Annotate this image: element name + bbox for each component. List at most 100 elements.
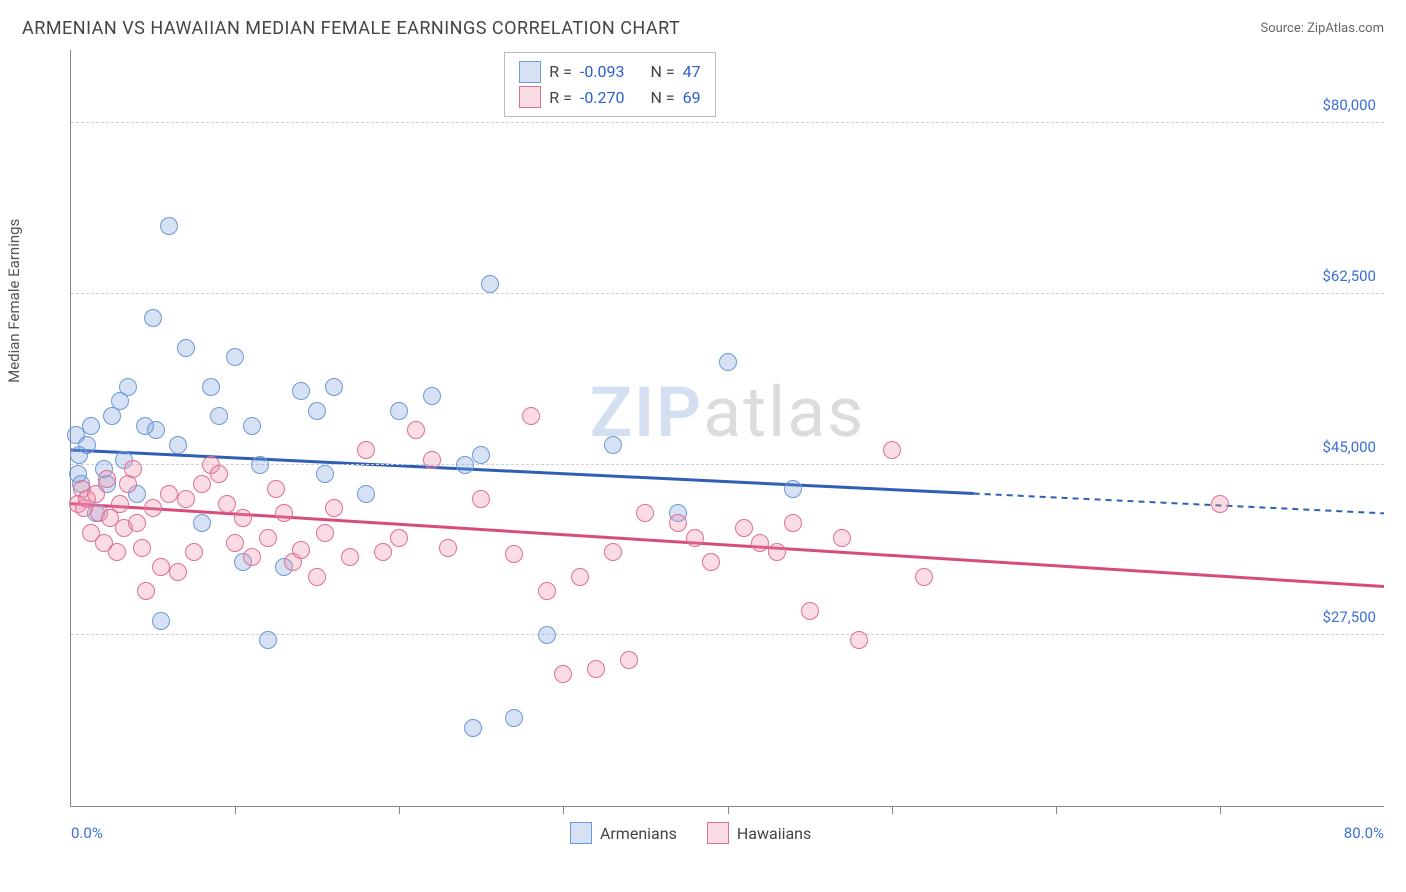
data-point (472, 446, 490, 464)
chart-container: Median Female Earnings ZIPatlas R =-0.09… (22, 50, 1384, 862)
data-point (144, 499, 162, 517)
data-point (292, 541, 310, 559)
data-point (160, 485, 178, 503)
data-point (185, 543, 203, 561)
data-point (538, 582, 556, 600)
y-tick-label: $27,500 (1322, 608, 1376, 626)
data-point (620, 651, 638, 669)
data-point (144, 309, 162, 327)
data-point (325, 378, 343, 396)
data-point (357, 441, 375, 459)
data-point (702, 553, 720, 571)
legend-item: Armenians (570, 822, 677, 844)
data-point (390, 402, 408, 420)
y-tick-label: $62,500 (1322, 267, 1376, 285)
data-point (505, 545, 523, 563)
data-point (243, 417, 261, 435)
x-tick (563, 806, 564, 814)
data-point (915, 568, 933, 586)
data-point (325, 499, 343, 517)
data-point (768, 543, 786, 561)
data-point (374, 543, 392, 561)
stats-box: R =-0.093N =47R =-0.270N =69 (504, 52, 715, 117)
data-point (522, 407, 540, 425)
x-tick (892, 806, 893, 814)
data-point (316, 524, 334, 542)
data-point (669, 514, 687, 532)
legend: Armenians Hawaiians (570, 822, 811, 844)
data-point (119, 378, 137, 396)
data-point (169, 436, 187, 454)
data-point (152, 612, 170, 630)
source-label: Source: ZipAtlas.com (1260, 21, 1384, 36)
r-value: -0.270 (580, 85, 625, 111)
x-tick (235, 806, 236, 814)
x-tick (1056, 806, 1057, 814)
data-point (341, 548, 359, 566)
plot-area: ZIPatlas R =-0.093N =47R =-0.270N =69 0.… (70, 50, 1384, 807)
data-point (390, 529, 408, 547)
data-point (128, 514, 146, 532)
data-point (82, 417, 100, 435)
data-point (833, 529, 851, 547)
x-max-label: 80.0% (1344, 824, 1384, 842)
y-tick-label: $80,000 (1322, 96, 1376, 114)
data-point (111, 495, 129, 513)
n-label: N = (651, 85, 675, 111)
data-point (169, 563, 187, 581)
data-point (292, 382, 310, 400)
data-point (481, 275, 499, 293)
data-point (267, 480, 285, 498)
data-point (587, 660, 605, 678)
data-point (259, 631, 277, 649)
data-point (210, 407, 228, 425)
data-point (472, 490, 490, 508)
legend-label: Hawaiians (737, 824, 811, 843)
data-point (850, 631, 868, 649)
data-point (124, 460, 142, 478)
data-point (357, 485, 375, 503)
data-point (133, 539, 151, 557)
gridline (71, 293, 1384, 294)
data-point (883, 441, 901, 459)
data-point (423, 451, 441, 469)
data-point (251, 456, 269, 474)
data-point (234, 509, 252, 527)
data-point (423, 387, 441, 405)
data-point (686, 529, 704, 547)
legend-item: Hawaiians (707, 822, 811, 844)
data-point (147, 421, 165, 439)
data-point (78, 436, 96, 454)
data-point (407, 421, 425, 439)
data-point (801, 602, 819, 620)
data-point (177, 490, 195, 508)
data-point (784, 514, 802, 532)
data-point (243, 548, 261, 566)
x-tick (399, 806, 400, 814)
data-point (784, 480, 802, 498)
r-label: R = (549, 59, 572, 85)
data-point (87, 485, 105, 503)
data-point (137, 582, 155, 600)
data-point (308, 402, 326, 420)
y-tick-label: $45,000 (1322, 438, 1376, 456)
data-point (177, 339, 195, 357)
data-point (316, 465, 334, 483)
swatch-icon (519, 86, 541, 108)
data-point (571, 568, 589, 586)
data-point (193, 475, 211, 493)
data-point (193, 514, 211, 532)
gridline (71, 122, 1384, 123)
stats-row: R =-0.270N =69 (519, 85, 700, 111)
watermark: ZIPatlas (590, 372, 866, 454)
data-point (464, 719, 482, 737)
data-point (259, 529, 277, 547)
data-point (439, 539, 457, 557)
data-point (554, 665, 572, 683)
r-value: -0.093 (580, 59, 625, 85)
x-tick (1220, 806, 1221, 814)
legend-label: Armenians (600, 824, 677, 843)
data-point (226, 348, 244, 366)
data-point (226, 534, 244, 552)
data-point (108, 543, 126, 561)
